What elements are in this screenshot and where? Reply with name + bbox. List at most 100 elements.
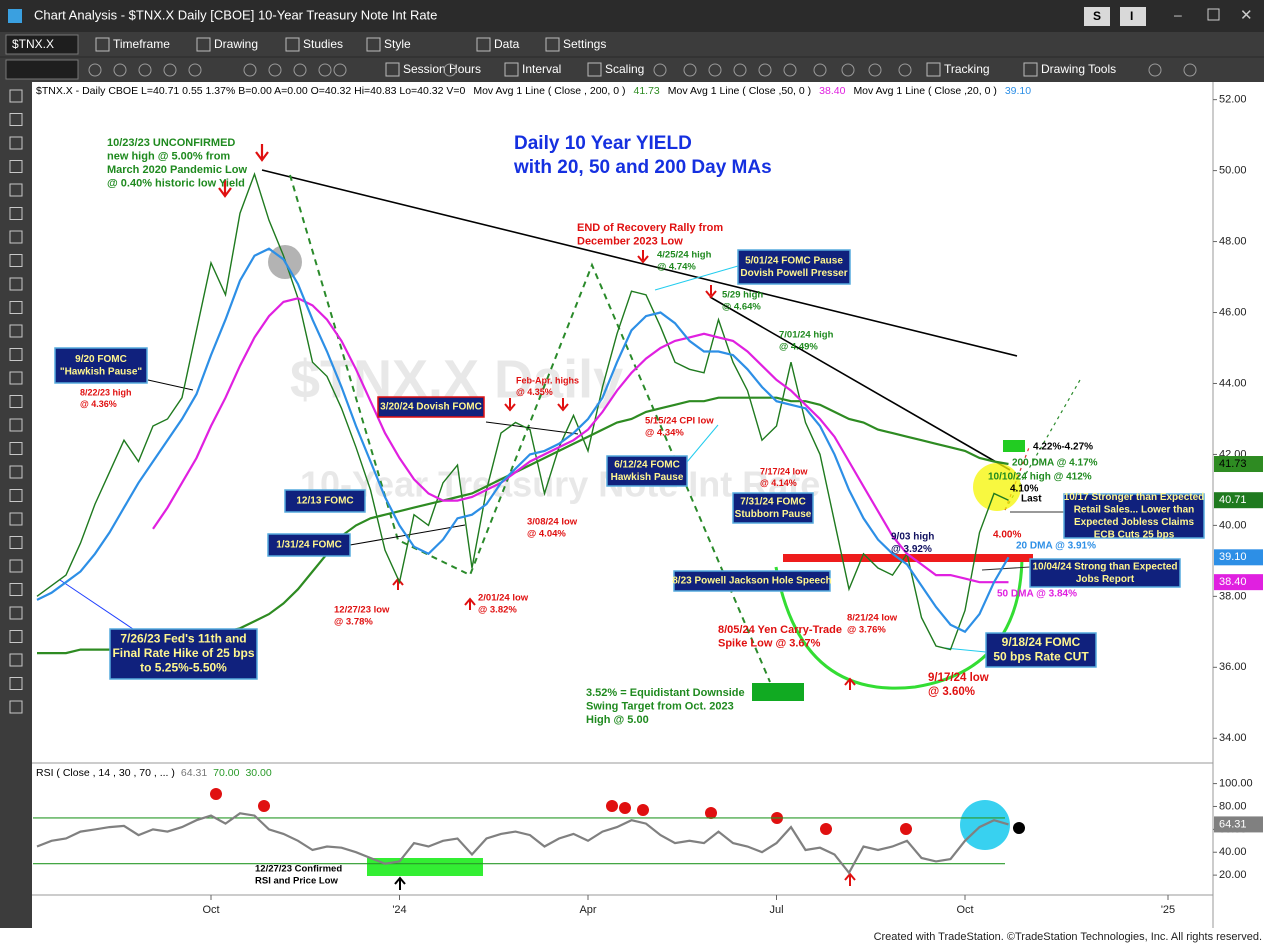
x-tick-label: '25 <box>1161 904 1175 916</box>
annotation-box <box>1063 493 1205 539</box>
pointer <box>349 524 466 546</box>
y-tick-label: 40.00 <box>1219 846 1247 858</box>
title-bar <box>0 0 1264 32</box>
tool-icon[interactable] <box>9 606 23 620</box>
annotation-box <box>54 347 148 384</box>
toolbar-button[interactable]: Drawing Tools <box>1041 62 1116 76</box>
toolbar-button[interactable]: Tracking <box>944 62 990 76</box>
annotation: 12/27/23 Confirmed <box>255 864 342 875</box>
tool-icon[interactable] <box>9 277 23 291</box>
tool-icon[interactable] <box>9 395 23 408</box>
tool-icon[interactable] <box>9 160 23 173</box>
toolbar-icon <box>385 62 400 77</box>
toolbar-button[interactable]: Scaling <box>605 62 644 76</box>
tool-icon[interactable] <box>9 583 23 596</box>
annotation: 2/01/24 low <box>478 593 529 604</box>
window-button-label[interactable]: S <box>1093 9 1101 23</box>
pointer <box>147 379 194 391</box>
toolbar-icon <box>366 37 381 52</box>
tool-icon[interactable] <box>9 489 23 502</box>
tool-icon[interactable] <box>9 183 23 197</box>
tool-icon[interactable] <box>9 254 23 267</box>
tool-icon[interactable] <box>9 465 23 479</box>
window-button[interactable] <box>1084 7 1110 26</box>
legend-entry: Mov Avg 1 Line ( Close , 200, 0 ) <box>473 85 625 97</box>
annotation: 20 DMA @ 3.91% <box>1016 541 1096 552</box>
tool-icon[interactable] <box>9 324 23 338</box>
annotation: 10/04/24 Strong than Expected <box>1032 561 1177 572</box>
arrow <box>557 398 569 412</box>
arrow <box>504 398 516 412</box>
signal <box>258 800 270 812</box>
tool-icon[interactable] <box>9 442 23 455</box>
toolbar-button[interactable]: Interval <box>522 62 561 76</box>
tool-icon[interactable] <box>9 89 23 103</box>
annotation: 8/05/24 Yen Carry-Trade <box>718 624 842 636</box>
tool-icon[interactable] <box>9 207 23 220</box>
left-tools <box>9 89 23 714</box>
annotation: 8/22/23 high <box>80 387 132 397</box>
chart-header: $TNX.X - Daily CBOE L=40.71 0.55 1.37% B… <box>36 85 1031 97</box>
toolbar-glyph <box>113 63 127 77</box>
toolbar-icon <box>285 37 300 52</box>
tool-icon[interactable] <box>9 136 23 150</box>
toolbar-button[interactable]: Settings <box>563 37 606 51</box>
tool-icon[interactable] <box>9 113 23 126</box>
toolbar-glyph <box>88 63 102 77</box>
y-tick-label: 80.00 <box>1219 800 1247 812</box>
toolbar-glyph <box>443 63 457 77</box>
annotation: 8/23 Powell Jackson Hole Speech <box>672 576 832 587</box>
toolbar-button[interactable]: Drawing <box>214 37 258 51</box>
tool-icon[interactable] <box>9 371 23 385</box>
tool-icon[interactable] <box>9 512 23 526</box>
toolbar-button[interactable]: Style <box>384 37 411 51</box>
last-value-tag <box>1214 816 1263 833</box>
toolbar-button[interactable]: Timeframe <box>113 37 170 51</box>
toolbar-glyph <box>683 63 697 77</box>
annotation: 10/23/23 UNCONFIRMED <box>107 137 235 149</box>
tool-icon[interactable] <box>9 230 23 244</box>
tool-icon[interactable] <box>9 559 23 573</box>
annotation: Hawkish Pause <box>611 472 684 483</box>
maximize[interactable] <box>1207 8 1220 21</box>
projection <box>1004 444 1031 511</box>
toolbar-button[interactable]: Studies <box>303 37 343 51</box>
symbol-input[interactable] <box>5 34 79 55</box>
toolbar-glyph <box>188 63 202 77</box>
series-line <box>36 812 1009 875</box>
toolbar-glyph <box>138 63 152 77</box>
pointer <box>686 424 719 463</box>
tool-icon[interactable] <box>9 700 23 714</box>
pointer <box>981 566 1031 571</box>
x-tick-label: Jul <box>769 904 783 916</box>
annotation: High @ 5.00 <box>586 714 649 726</box>
tool-icon[interactable] <box>9 418 23 432</box>
tool-icon[interactable] <box>9 630 23 643</box>
tool-icon[interactable] <box>9 301 23 314</box>
toolbar-button[interactable]: Data <box>494 37 520 51</box>
plot-area <box>32 82 1213 928</box>
close[interactable]: ✕ <box>1240 7 1253 24</box>
tool-icon[interactable] <box>9 677 23 690</box>
toolbar-glyph <box>1148 63 1162 77</box>
annotation: 9/03 high <box>891 532 934 543</box>
symbol-text[interactable]: $TNX.X <box>12 37 54 51</box>
tool-icon[interactable] <box>9 536 23 549</box>
toolbar-glyph <box>333 63 347 77</box>
toolbar-glyph <box>813 63 827 77</box>
legend-entry: Mov Avg 1 Line ( Close ,20, 0 ) <box>853 85 996 97</box>
target-marker <box>752 683 804 701</box>
tool-icon[interactable] <box>9 653 23 667</box>
minimize[interactable]: – <box>1174 7 1182 23</box>
window-button-label[interactable]: I <box>1130 9 1133 23</box>
toolbar-icon <box>545 37 560 52</box>
last-value-label: 40.71 <box>1219 494 1247 506</box>
signal <box>1013 822 1025 834</box>
window-button[interactable] <box>1120 7 1146 26</box>
annotation: @ 3.76% <box>847 625 886 636</box>
toolbar-button[interactable]: Session Hours <box>403 62 481 76</box>
empty-input[interactable] <box>5 59 79 80</box>
trendline <box>261 169 1018 357</box>
tool-icon[interactable] <box>9 348 23 361</box>
legend-value: 70.00 <box>213 767 239 779</box>
